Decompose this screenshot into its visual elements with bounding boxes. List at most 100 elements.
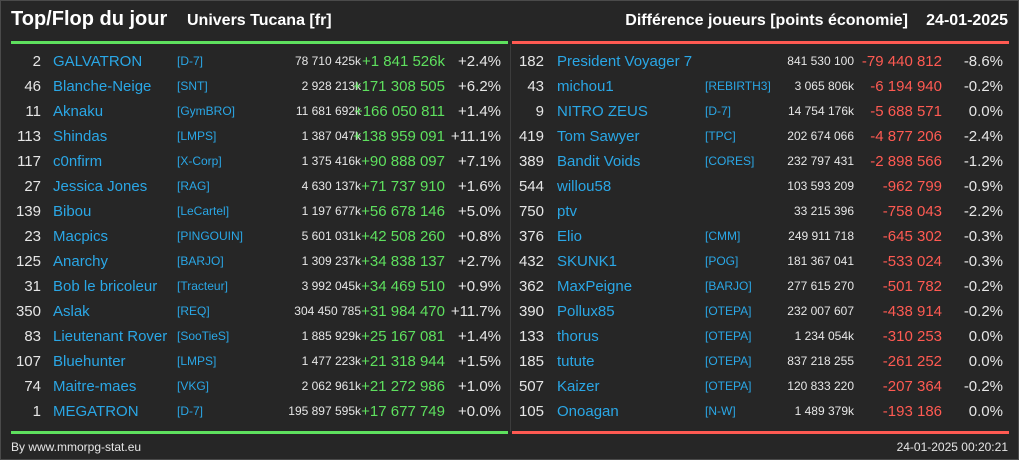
player-name-link[interactable]: Bluehunter [53, 353, 126, 370]
table-row: 750 ptv 33 215 396 -758 043 -2.2% [512, 199, 1009, 224]
table-row: 117 c0nfirm [X-Corp] 1 375 416k +90 888 097 +… [11, 149, 508, 174]
alliance-tag-link[interactable]: [OTEPA] [705, 329, 752, 343]
player-name-link[interactable]: Aslak [53, 303, 90, 320]
player-name-link[interactable]: Blanche-Neige [53, 78, 152, 95]
alliance-tag-link[interactable]: [D-7] [177, 404, 204, 418]
alliance-tag-link[interactable]: [X-Corp] [177, 154, 222, 168]
points-difference: +56 678 146 [361, 203, 445, 220]
player-name-link[interactable]: Tom Sawyer [557, 128, 640, 145]
table-row: 105 Onoagan [N-W] 1 489 379k -193 186 0.0% [512, 399, 1009, 424]
percent-change: 0.0% [968, 403, 1003, 420]
player-rank: 113 [17, 128, 41, 145]
alliance-tag-link[interactable]: [RAG] [177, 179, 210, 193]
player-name-link[interactable]: Aknaku [53, 103, 104, 120]
alliance-tag-link[interactable]: [LeCartel] [177, 204, 230, 218]
table-row: 23 Macpics [PINGOUIN] 5 601 031k +42 508 260… [11, 224, 508, 249]
percent-change: -2.2% [963, 203, 1003, 220]
player-name-link[interactable]: michou1 [557, 78, 614, 95]
player-points: 202 674 066 [787, 129, 854, 143]
alliance-tag-link[interactable]: [LMPS] [177, 354, 217, 368]
top-losers-list: 182 President Voyager 7 841 530 100 -79 440… [512, 49, 1009, 424]
top-accent-bar [11, 41, 508, 44]
player-rank: 1 [32, 403, 41, 420]
alliance-tag-link[interactable]: [D-7] [177, 54, 204, 68]
alliance-tag-link[interactable]: [CORES] [705, 154, 755, 168]
alliance-tag-link[interactable]: [Tracteur] [177, 279, 228, 293]
points-difference: -533 024 [882, 253, 942, 270]
player-name-link[interactable]: willou58 [557, 178, 612, 195]
player-points: 11 681 692k [295, 104, 361, 118]
table-row: 376 Elio [CMM] 249 911 718 -645 302 -0.3% [512, 224, 1009, 249]
alliance-tag-link[interactable]: [LMPS] [177, 129, 217, 143]
percent-change: +11.7% [450, 303, 501, 320]
percent-change: 0.0% [968, 353, 1003, 370]
points-difference: -207 364 [882, 378, 942, 395]
player-rank: 83 [24, 328, 41, 345]
alliance-tag-link[interactable]: [VKG] [177, 379, 210, 393]
alliance-tag-link[interactable]: [OTEPA] [705, 379, 752, 393]
alliance-tag-link[interactable]: [TPC] [705, 129, 736, 143]
player-name-link[interactable]: ptv [557, 203, 578, 220]
alliance-tag-link[interactable]: [CMM] [705, 229, 741, 243]
player-name-link[interactable]: Maitre-maes [53, 378, 137, 395]
player-name-link[interactable]: Pollux85 [557, 303, 615, 320]
player-rank: 125 [15, 253, 41, 270]
player-name-link[interactable]: Bob le bricoleur [53, 278, 158, 295]
player-name-link[interactable]: Bibou [53, 203, 92, 220]
player-name-link[interactable]: tutute [557, 353, 595, 370]
points-difference: +138 959 091 [352, 128, 445, 145]
player-rank: 133 [518, 328, 544, 345]
alliance-tag-link[interactable]: [OTEPA] [705, 304, 752, 318]
player-name-link[interactable]: Jessica Jones [53, 178, 148, 195]
alliance-tag-link[interactable]: [SooTieS] [177, 329, 230, 343]
table-row: 133 thorus [OTEPA] 1 234 054k -310 253 0.0% [512, 324, 1009, 349]
alliance-tag-link[interactable]: [SNT] [177, 79, 208, 93]
player-points: 120 833 220 [787, 379, 854, 393]
player-name-link[interactable]: Kaizer [557, 378, 600, 395]
alliance-tag-link[interactable]: [N-W] [705, 404, 736, 418]
footer-credit: By www.mmorpg-stat.eu [11, 440, 142, 454]
player-name-link[interactable]: MaxPeigne [557, 278, 633, 295]
alliance-tag-link[interactable]: [BARJO] [177, 254, 224, 268]
player-name-link[interactable]: MEGATRON [53, 403, 139, 420]
player-points: 103 593 209 [787, 179, 854, 193]
points-difference: +166 050 811 [353, 103, 445, 120]
percent-change: +1.0% [458, 378, 501, 395]
table-row: 185 tutute [OTEPA] 837 218 255 -261 252 0.0% [512, 349, 1009, 374]
alliance-tag-link[interactable]: [POG] [705, 254, 739, 268]
top-losers-panel: 182 President Voyager 7 841 530 100 -79 440… [512, 41, 1009, 435]
player-name-link[interactable]: SKUNK1 [557, 253, 618, 270]
alliance-tag-link[interactable]: [D-7] [705, 104, 732, 118]
alliance-tag-link[interactable]: [PINGOUIN] [177, 229, 244, 243]
player-name-link[interactable]: thorus [557, 328, 599, 345]
alliance-tag-link[interactable]: [OTEPA] [705, 354, 752, 368]
player-points: 14 754 176k [787, 104, 854, 118]
player-rank: 11 [25, 103, 41, 120]
alliance-tag-link[interactable]: [REQ] [177, 304, 210, 318]
header: Top/Flop du jour Univers Tucana [fr] Dif… [1, 1, 1019, 41]
player-rank: 185 [518, 353, 544, 370]
player-name-link[interactable]: Lieutenant Rover [53, 328, 168, 345]
player-rank: 376 [518, 228, 544, 245]
points-difference: -501 782 [882, 278, 942, 295]
header-date: 24-01-2025 [926, 12, 1008, 29]
alliance-tag-link[interactable]: [BARJO] [705, 279, 752, 293]
player-name-link[interactable]: President Voyager 7 [557, 53, 693, 70]
player-name-link[interactable]: GALVATRON [53, 53, 143, 70]
table-row: 46 Blanche-Neige [SNT] 2 928 213k +171 308 5… [11, 74, 508, 99]
player-points: 2 928 213k [301, 79, 361, 93]
player-name-link[interactable]: Onoagan [557, 403, 619, 420]
percent-change: +5.0% [458, 203, 501, 220]
player-name-link[interactable]: Shindas [53, 128, 108, 145]
alliance-tag-link[interactable]: [GymBRO] [177, 104, 236, 118]
player-name-link[interactable]: Bandit Voids [557, 153, 641, 170]
flop-accent-bar [512, 41, 1009, 44]
player-name-link[interactable]: Anarchy [53, 253, 109, 270]
player-name-link[interactable]: Macpics [53, 228, 109, 245]
player-name-link[interactable]: Elio [557, 228, 583, 245]
player-points: 181 367 041 [787, 254, 854, 268]
alliance-tag-link[interactable]: [REBIRTH3] [705, 79, 771, 93]
player-name-link[interactable]: c0nfirm [53, 153, 103, 170]
player-name-link[interactable]: NITRO ZEUS [557, 103, 648, 120]
